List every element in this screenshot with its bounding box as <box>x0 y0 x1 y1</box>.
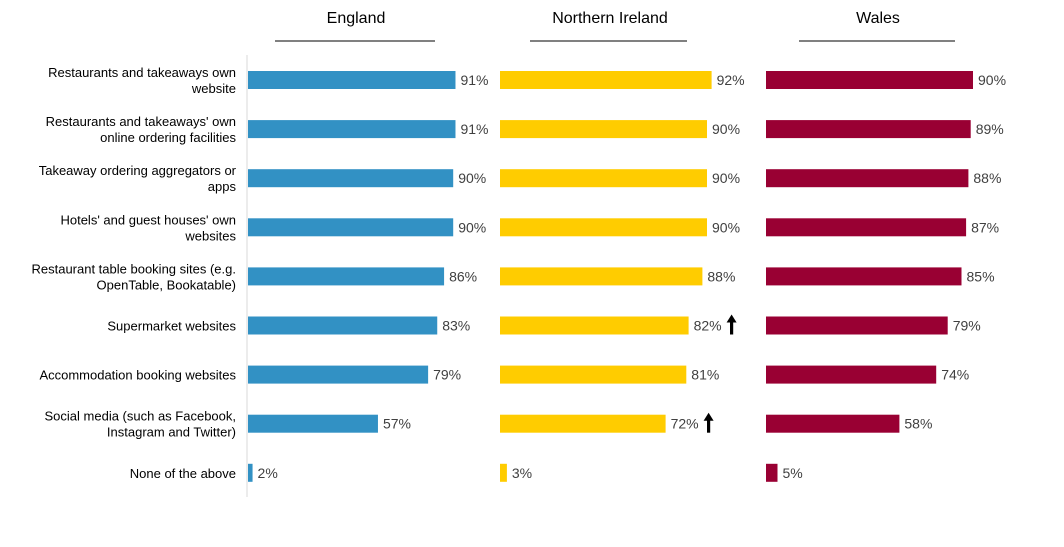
bar <box>248 267 445 286</box>
category-label: OpenTable, Bookatable) <box>97 277 236 292</box>
panel-wales: Wales 90% 89% 88% 87% 85% 79% 74% 58% 5% <box>766 10 1006 482</box>
category-label: Takeaway ordering aggregators or <box>39 163 237 178</box>
category-label: apps <box>208 179 237 194</box>
category-label: Instagram and Twitter) <box>107 425 236 440</box>
data-label: 90% <box>712 170 740 186</box>
data-label: 86% <box>449 268 477 284</box>
bar <box>500 71 712 89</box>
data-label: 58% <box>904 416 932 432</box>
bar <box>766 120 971 139</box>
up-arrow-icon <box>703 412 714 433</box>
data-label: 90% <box>458 170 486 186</box>
bar <box>248 365 429 384</box>
data-label: 82% <box>694 318 722 334</box>
bar <box>500 414 666 433</box>
category-label: Hotels' and guest houses' own <box>60 212 236 227</box>
category-label: online ordering facilities <box>100 130 236 145</box>
bar <box>500 218 707 237</box>
data-label: 5% <box>783 465 803 481</box>
bar <box>766 414 900 433</box>
bar <box>766 316 948 335</box>
up-arrow-icon <box>726 314 737 335</box>
data-label: 89% <box>976 121 1004 137</box>
category-label: None of the above <box>130 466 236 481</box>
data-label: 57% <box>383 416 411 432</box>
data-label: 91% <box>460 72 488 88</box>
panel-title: Wales <box>856 10 900 27</box>
panel-england: England 91% 91% 90% 90% 86% 83% 79% 57% 2% <box>248 10 489 482</box>
bar <box>248 120 456 139</box>
panels: England 91% 91% 90% 90% 86% 83% 79% 57% 2% Norther… <box>248 10 1006 482</box>
data-label: 90% <box>458 219 486 235</box>
bar <box>500 120 707 139</box>
data-label: 83% <box>442 318 470 334</box>
category-label: Restaurant table booking sites (e.g. <box>31 261 236 276</box>
category-label: Restaurants and takeaways' own <box>46 114 236 129</box>
data-label: 72% <box>671 416 699 432</box>
bar <box>766 169 969 188</box>
bar <box>500 365 687 384</box>
data-label: 79% <box>433 367 461 383</box>
data-label: 90% <box>978 72 1006 88</box>
data-label: 3% <box>512 465 532 481</box>
category-label: Social media (such as Facebook, <box>45 409 236 424</box>
bar <box>248 316 438 335</box>
bar <box>248 414 378 433</box>
data-label: 88% <box>707 268 735 284</box>
bar <box>248 463 253 482</box>
data-label: 2% <box>258 465 278 481</box>
bar <box>500 169 707 188</box>
bar <box>766 463 778 482</box>
bar <box>248 218 454 237</box>
data-label: 87% <box>971 219 999 235</box>
panel-title: Northern Ireland <box>552 10 668 27</box>
bar <box>248 169 454 188</box>
panel-title: England <box>327 10 386 27</box>
data-label: 92% <box>717 72 745 88</box>
category-label: website <box>191 81 236 96</box>
data-label: 90% <box>712 219 740 235</box>
data-label: 81% <box>691 367 719 383</box>
category-label: websites <box>184 228 236 243</box>
category-label: Supermarket websites <box>107 319 236 334</box>
data-label: 90% <box>712 121 740 137</box>
bar <box>766 267 962 286</box>
bar <box>766 218 967 237</box>
data-label: 74% <box>941 367 969 383</box>
bar <box>500 267 703 286</box>
data-label: 91% <box>460 121 488 137</box>
data-label: 79% <box>953 318 981 334</box>
bar <box>766 71 973 89</box>
category-label: Restaurants and takeaways own <box>48 65 236 80</box>
category-label: Accommodation booking websites <box>39 368 236 383</box>
data-label: 88% <box>973 170 1001 186</box>
bar <box>500 463 507 482</box>
bar <box>766 365 937 384</box>
panel-northern-ireland: Northern Ireland 92% 90% 90% 90% 88% 82% 81% 72%… <box>500 10 745 482</box>
data-label: 85% <box>967 268 995 284</box>
bar <box>500 316 689 335</box>
bar <box>248 71 456 89</box>
